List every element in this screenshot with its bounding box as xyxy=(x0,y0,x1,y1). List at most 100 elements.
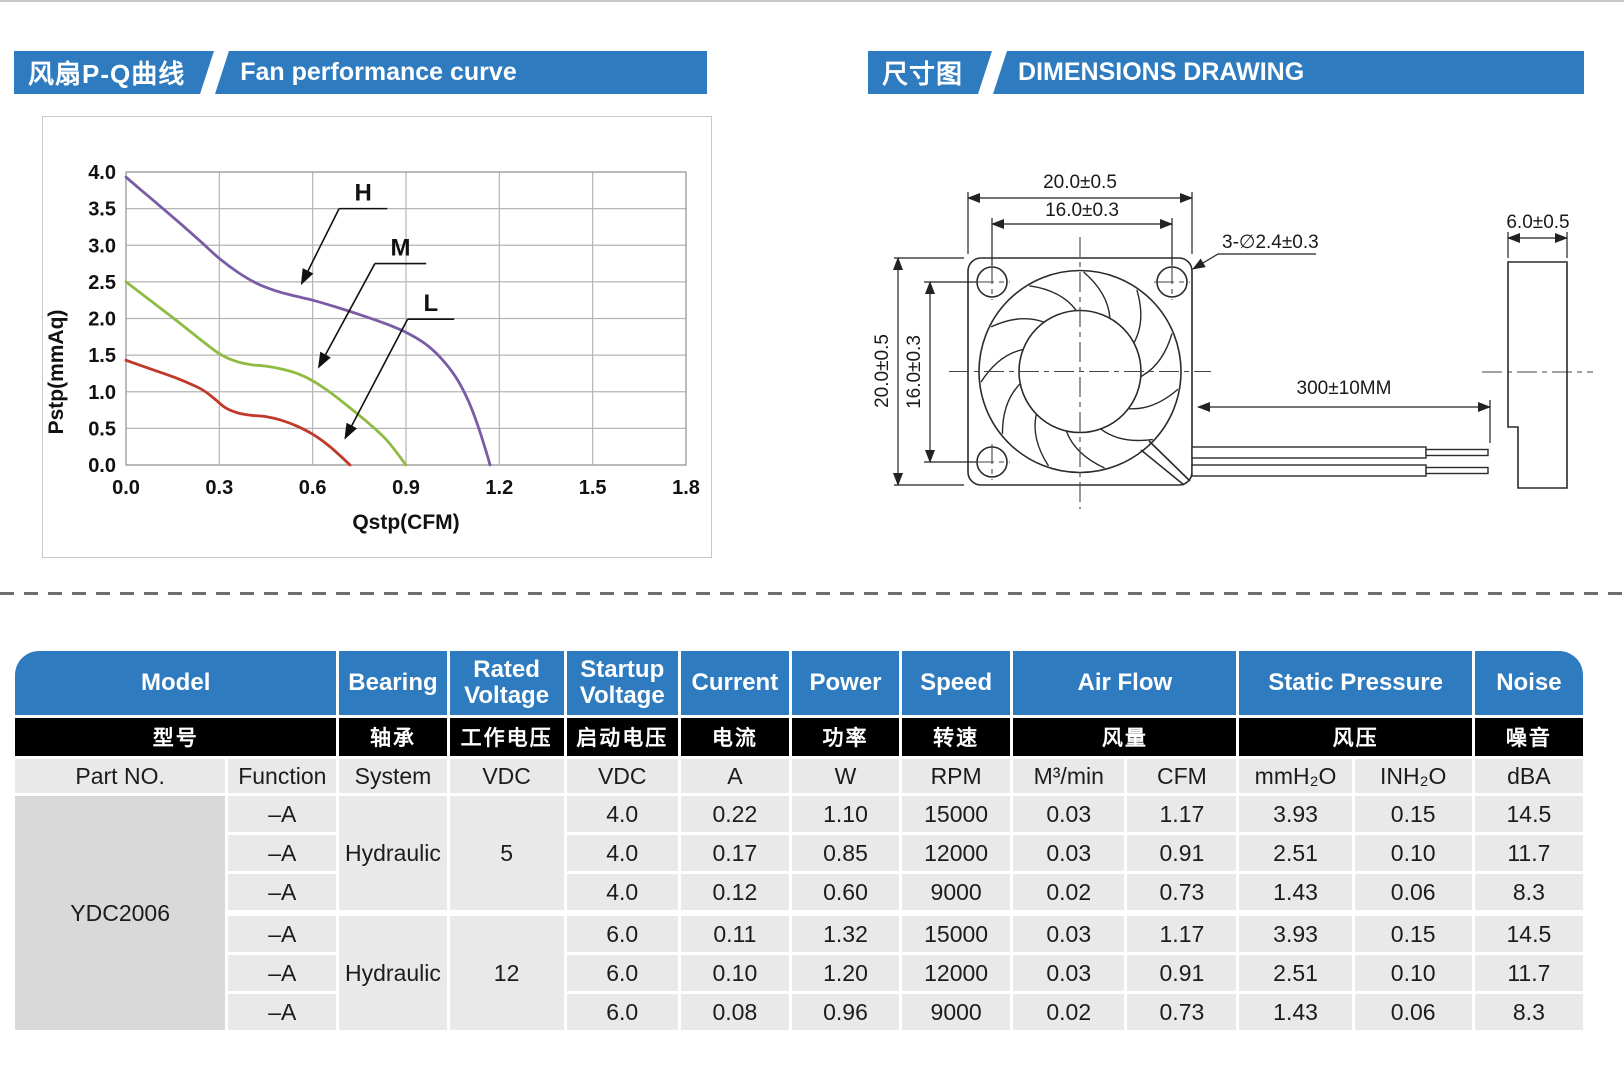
spec-table: Model Bearing Rated Voltage Startup Volt… xyxy=(12,648,1586,1033)
unit-rated-vdc: VDC xyxy=(449,759,564,793)
units-row: Part NO. Function System VDC VDC A W RPM… xyxy=(15,759,1583,793)
pressure-mmh2o-value: 3.93 xyxy=(1239,796,1352,832)
noise-dba-value: 14.5 xyxy=(1474,916,1583,952)
pressure-inh2o-value: 0.06 xyxy=(1354,874,1472,910)
current-value: 0.12 xyxy=(680,874,789,910)
current-value: 0.17 xyxy=(680,835,789,871)
dim-front-width: 20.0±0.5 xyxy=(1043,172,1117,193)
pressure-mmh2o-value: 2.51 xyxy=(1239,835,1352,871)
startup-voltage-value: 4.0 xyxy=(566,835,678,871)
pressure-mmh2o-value: 2.51 xyxy=(1239,955,1352,991)
dim-thickness: 6.0±0.5 xyxy=(1506,212,1569,233)
pq-curve-chart-card: H M L 0.0 0.3 0.6 0.9 1.2 1.5 1.8 0.0 0.5 1.0 1.5 2.0 2… xyxy=(42,116,712,558)
pressure-mmh2o-value: 3.93 xyxy=(1239,916,1352,952)
x-tick: 1.2 xyxy=(485,477,513,499)
table-row: –A 4.0 0.17 0.85 12000 0.03 0.91 2.51 0.… xyxy=(15,835,1583,871)
section-title-zh: 风扇P-Q曲线 xyxy=(28,59,186,89)
page-top-edge xyxy=(0,0,1624,2)
speed-value: 12000 xyxy=(902,835,1011,871)
section-header-performance: 风扇P-Q曲线 Fan performance curve xyxy=(14,51,707,94)
curve-L xyxy=(124,358,352,467)
lead-wires xyxy=(1191,446,1489,477)
y-tick: 1.0 xyxy=(88,382,116,404)
noise-dba-value: 8.3 xyxy=(1474,874,1583,910)
power-value: 1.32 xyxy=(791,916,900,952)
table-row: –A 6.0 0.08 0.96 9000 0.02 0.73 1.43 0.0… xyxy=(15,994,1583,1030)
x-tick: 1.5 xyxy=(579,477,607,499)
col-header-startup-voltage: Startup Voltage xyxy=(566,651,678,715)
y-tick: 0.0 xyxy=(88,455,116,477)
col-header-speed: Speed xyxy=(902,651,1011,715)
pressure-inh2o-value: 0.15 xyxy=(1354,796,1472,832)
rated-voltage-value: 12 xyxy=(449,916,564,1030)
airflow-m3min-value: 0.02 xyxy=(1013,994,1125,1030)
col-header-static-pressure: Static Pressure xyxy=(1239,651,1472,715)
power-value: 0.60 xyxy=(791,874,900,910)
airflow-cfm-value: 0.91 xyxy=(1127,955,1237,991)
wire-channel-line xyxy=(1140,449,1185,486)
pq-curve-chart: H M L 0.0 0.3 0.6 0.9 1.2 1.5 1.8 0.0 0.5 1.0 1.5 2.0 2… xyxy=(45,162,700,534)
unit-part-no: Part NO. xyxy=(15,759,226,793)
curve-H xyxy=(124,175,492,467)
pressure-inh2o-value: 0.10 xyxy=(1354,835,1472,871)
section-title-en: Fan performance curve xyxy=(240,58,517,86)
unit-m3min: M³/min xyxy=(1013,759,1125,793)
curve-label-M: M xyxy=(391,235,411,262)
x-tick: 0.6 xyxy=(299,477,327,499)
unit-inh2o: INH₂O xyxy=(1354,759,1472,793)
unit-cfm: CFM xyxy=(1127,759,1237,793)
power-value: 1.10 xyxy=(791,796,900,832)
airflow-m3min-value: 0.03 xyxy=(1013,835,1125,871)
airflow-m3min-value: 0.02 xyxy=(1013,874,1125,910)
rated-voltage-value: 5 xyxy=(449,796,564,910)
col-header-noise-zh: 噪音 xyxy=(1474,718,1583,756)
unit-startup-vdc: VDC xyxy=(566,759,678,793)
current-value: 0.22 xyxy=(680,796,789,832)
table-row: –A 4.0 0.12 0.60 9000 0.02 0.73 1.43 0.0… xyxy=(15,874,1583,910)
col-header-static-pressure-zh: 风压 xyxy=(1239,718,1472,756)
header-row-en: Model Bearing Rated Voltage Startup Volt… xyxy=(15,651,1583,715)
dim-front-height: 20.0±0.5 xyxy=(872,334,893,408)
speed-value: 15000 xyxy=(902,916,1011,952)
speed-value: 9000 xyxy=(902,994,1011,1030)
bearing-value: Hydraulic xyxy=(339,916,447,1030)
dashed-divider xyxy=(0,592,1624,595)
x-tick: 0.0 xyxy=(112,477,140,499)
power-value: 0.96 xyxy=(791,994,900,1030)
dim-holes-callout: 3-∅2.4±0.3 xyxy=(1222,232,1319,253)
function-value: –A xyxy=(228,916,337,952)
noise-dba-value: 8.3 xyxy=(1474,994,1583,1030)
power-value: 0.85 xyxy=(791,835,900,871)
function-value: –A xyxy=(228,955,337,991)
speed-value: 12000 xyxy=(902,955,1011,991)
dimension-lines xyxy=(893,192,1568,486)
y-tick: 3.0 xyxy=(88,235,116,257)
noise-dba-value: 11.7 xyxy=(1474,835,1583,871)
current-value: 0.11 xyxy=(680,916,789,952)
y-tick: 4.0 xyxy=(88,162,116,184)
col-header-rated-voltage-zh: 工作电压 xyxy=(449,718,564,756)
unit-mmh2o: mmH₂O xyxy=(1239,759,1352,793)
table-row: YDC2006 –A Hydraulic 5 4.0 0.22 1.10 150… xyxy=(15,796,1583,1030)
pressure-mmh2o-value: 1.43 xyxy=(1239,874,1352,910)
y-tick: 1.5 xyxy=(88,345,116,367)
startup-voltage-value: 4.0 xyxy=(566,874,678,910)
fan-blades xyxy=(980,271,1179,469)
noise-dba-value: 11.7 xyxy=(1474,955,1583,991)
curve-label-L: L xyxy=(424,290,439,317)
col-header-noise: Noise xyxy=(1474,651,1583,715)
x-tick: 1.8 xyxy=(672,477,700,499)
function-value: –A xyxy=(228,994,337,1030)
col-header-model: Model xyxy=(15,651,337,715)
col-header-airflow-zh: 风量 xyxy=(1013,718,1237,756)
airflow-cfm-value: 0.91 xyxy=(1127,835,1237,871)
x-tick: 0.3 xyxy=(205,477,233,499)
y-tick: 3.5 xyxy=(88,199,116,221)
bearing-value: Hydraulic xyxy=(339,796,447,910)
x-axis-title: Qstp(CFM) xyxy=(352,511,459,534)
current-value: 0.10 xyxy=(680,955,789,991)
startup-voltage-value: 6.0 xyxy=(566,994,678,1030)
curve-M xyxy=(124,280,408,467)
col-header-airflow: Air Flow xyxy=(1013,651,1237,715)
